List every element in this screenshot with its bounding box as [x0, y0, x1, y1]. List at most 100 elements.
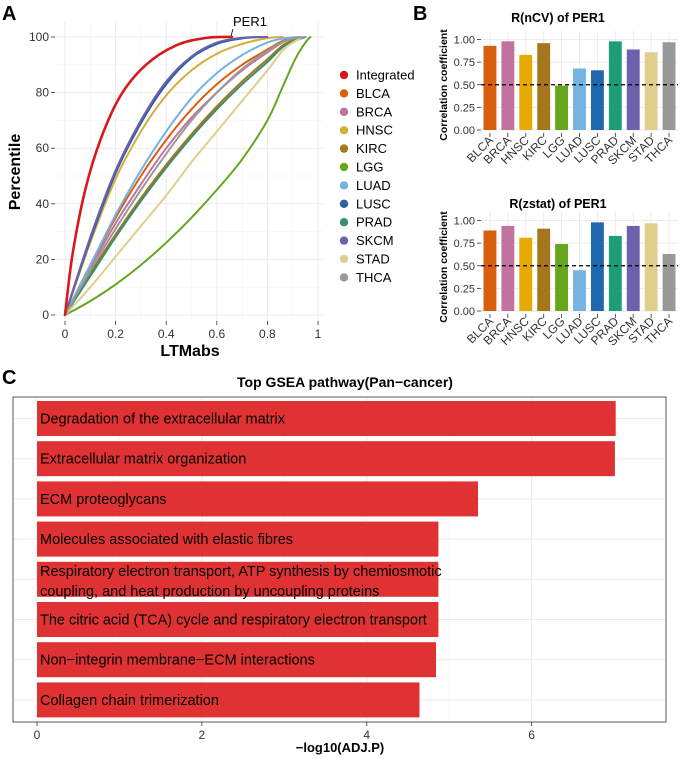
- cdf-legend-label: Integrated: [356, 68, 415, 83]
- gsea-x-tick-label: 2: [199, 728, 206, 742]
- cdf-legend-label: HNSC: [356, 123, 393, 138]
- ncv-y-tick-label: 0.25: [454, 102, 475, 114]
- gsea-bar: [37, 441, 615, 477]
- zstat-bar-brca: [501, 225, 515, 311]
- ncv-bar-luad: [573, 68, 586, 130]
- cdf-legend-key-skcm: [339, 236, 349, 245]
- cdf-series-line-lgg: [64, 36, 312, 316]
- gsea-labels: Degradation of the extracellular matrix E…: [40, 412, 442, 709]
- cdf-legend: Integrated BLCA BRCA HNSC KIRC LGG LUAD LUSC PRA…: [339, 68, 415, 285]
- cdf-legend-key-luad: [339, 181, 349, 190]
- cdf-legend-key-lusc: [339, 199, 349, 208]
- zstat-bars: [481, 222, 678, 311]
- cdf-annotation-pointer: [230, 28, 234, 37]
- ncv-bar-chart: R(nCV) of PER1 0.000.250.500.751.00BLCAB…: [438, 11, 678, 168]
- cdf-legend-label: SKCM: [356, 233, 394, 248]
- zstat-bar-chart: R(zstat) of PER1 0.000.250.500.751.00BLC…: [438, 197, 678, 349]
- gsea-xlabel: −log10(ADJ.P): [296, 740, 385, 755]
- gsea-bar-label: coupling, and heat production by uncoupl…: [40, 584, 379, 600]
- zstat-title: R(zstat) of PER1: [509, 197, 606, 211]
- ncv-title: R(nCV) of PER1: [511, 11, 605, 25]
- zstat-ylabel: Correlation coefficient: [438, 211, 450, 323]
- cdf-y-tick-label: 20: [36, 252, 50, 266]
- cdf-annotation: PER1: [233, 14, 267, 29]
- zstat-y-tick-label: 0.75: [454, 238, 475, 250]
- gsea-bar-label: Degradation of the extracellular matrix: [40, 412, 286, 428]
- zstat-bar-lgg: [555, 244, 569, 311]
- gsea-bar-label: ECM proteoglycans: [40, 492, 167, 508]
- gsea-bar-chart: Top GSEA pathway(Pan−cancer) Degradation…: [12, 374, 667, 755]
- gsea-x-tick-label: 4: [363, 728, 370, 742]
- cdf-legend-label: STAD: [356, 252, 390, 267]
- cdf-ylabel: Percentile: [7, 134, 24, 211]
- ncv-bar-kirc: [537, 43, 551, 130]
- ncv-bars: [481, 41, 678, 131]
- ncv-ylabel: Correlation coefficient: [438, 29, 450, 141]
- cdf-legend-label: THCA: [356, 270, 392, 285]
- ncv-y-tick-label: 0.50: [454, 80, 475, 92]
- cdf-legend-key-hnsc: [339, 126, 349, 135]
- cdf-lines: [63, 35, 312, 317]
- gsea-bar: [37, 561, 439, 597]
- cdf-xlabel: LTMabs: [160, 343, 219, 360]
- ncv-bar-hnsc: [519, 54, 533, 130]
- ncv-y-tick-label: 0.00: [454, 125, 475, 137]
- cdf-legend-key-prad: [339, 218, 349, 227]
- cdf-legend-label: BLCA: [356, 86, 390, 101]
- zstat-bar-luad: [573, 270, 586, 311]
- gsea-bar: [37, 642, 436, 678]
- cdf-series-line-skcm: [64, 36, 269, 316]
- ncv-y-tick-label: 0.75: [454, 57, 475, 69]
- cdf-series-line-stad: [64, 36, 304, 316]
- ncv-bar-skcm: [626, 49, 640, 131]
- cdf-legend-label: KIRC: [356, 141, 387, 156]
- cdf-ticks: 0 0.2 0.4 0.6 0.8 1 0 20 40 60 80 100: [29, 30, 322, 341]
- zstat-bar-blca: [483, 230, 497, 311]
- cdf-legend-label: PRAD: [356, 215, 392, 230]
- cdf-series-line-integrated: [63, 35, 234, 317]
- ncv-bar-brca: [501, 41, 515, 130]
- cdf-series-line-kirc: [64, 36, 307, 316]
- cdf-y-tick-label: 100: [29, 30, 49, 44]
- zstat-y-tick-label: 1.00: [454, 216, 475, 228]
- cdf-legend-key-brca: [339, 107, 349, 117]
- cdf-y-tick-label: 60: [36, 141, 50, 155]
- ncv-bar-thca: [662, 42, 676, 130]
- gsea-bar-label: The citric acid (TCA) cycle and respirat…: [40, 613, 427, 629]
- cdf-x-tick-label: 1: [315, 327, 322, 341]
- ncv-y-tick-label: 1.00: [454, 35, 475, 47]
- cdf-legend-key-integrated: [339, 70, 349, 80]
- zstat-bar-stad: [644, 223, 658, 311]
- cdf-legend-key-thca: [339, 273, 349, 282]
- panel-label-c: C: [2, 367, 16, 389]
- gsea-panel-border: [12, 396, 667, 723]
- zstat-y-tick-label: 0.50: [454, 261, 475, 273]
- gsea-x-tick-label: 0: [34, 728, 41, 742]
- cdf-legend-label: LUSC: [356, 196, 391, 211]
- zstat-bar-lusc: [590, 222, 604, 311]
- gsea-bar-label: Collagen chain trimerization: [40, 693, 219, 709]
- panel-label-b: B: [413, 3, 427, 25]
- cdf-legend-key-blca: [339, 89, 349, 98]
- cdf-series-line-thca: [64, 36, 307, 316]
- gsea-bar: [37, 401, 616, 436]
- cdf-x-tick-label: 0: [62, 327, 69, 341]
- cdf-series-line-hnsc: [64, 36, 284, 316]
- gsea-bar-label: Respiratory electron transport, ATP synt…: [40, 564, 442, 580]
- gsea-bar: [37, 481, 478, 517]
- gsea-bar-label: Molecules associated with elastic fibres: [40, 532, 293, 548]
- cdf-y-tick-label: 40: [36, 197, 50, 211]
- ncv-bar-lgg: [555, 85, 569, 130]
- cdf-legend-key-kirc: [339, 144, 349, 153]
- cdf-chart: PER1 0 0.2 0.4 0.6 0.8 1 0 20 40 60 80 100 LTMabs P…: [7, 14, 415, 360]
- cdf-legend-key-lgg: [339, 162, 349, 172]
- cdf-plot-area: [55, 20, 323, 321]
- cdf-x-tick-label: 0.6: [208, 327, 225, 341]
- gsea-bars: [37, 401, 616, 718]
- gsea-x-tick-label: 6: [528, 728, 535, 742]
- cdf-legend-label: LUAD: [356, 178, 391, 193]
- cdf-legend-label: LGG: [356, 160, 383, 175]
- gsea-bar-label: Non−integrin membrane−ECM interactions: [40, 653, 315, 669]
- zstat-bar-thca: [662, 254, 676, 311]
